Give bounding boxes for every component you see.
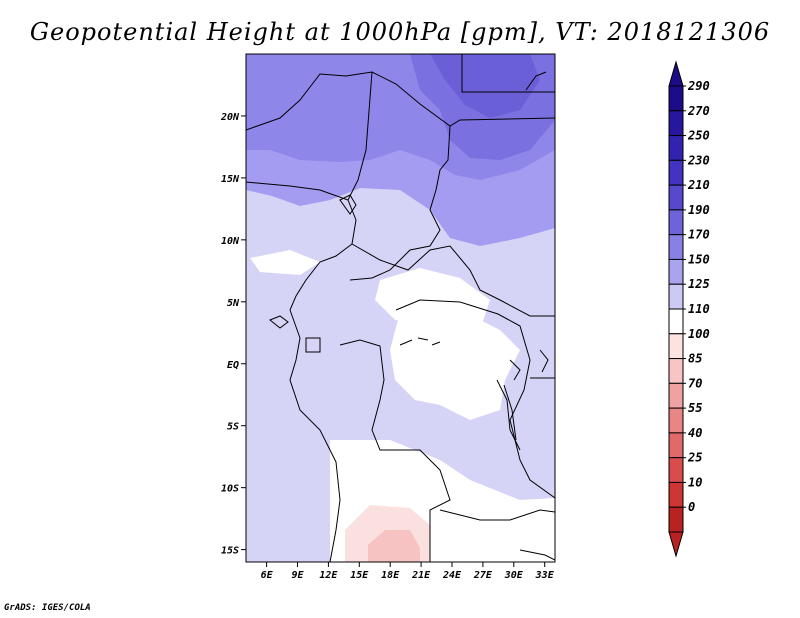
field-band-230 [430, 54, 540, 118]
grads-credit: GrADS: IGES/COLA [4, 603, 91, 613]
lat-tick-label: 15S [221, 546, 239, 557]
country-borders [246, 54, 555, 562]
colorbar-top-arrow [668, 60, 684, 87]
colorbar-label: 125 [688, 277, 710, 291]
lat-tick-label: 5N [227, 298, 240, 309]
lat-tick-label: 20N [220, 112, 240, 123]
colorbar-swatch [668, 333, 684, 360]
colorbar-label: 250 [687, 129, 710, 143]
colorbar-swatch [668, 110, 684, 137]
colorbar-swatch [668, 358, 684, 384]
colorbar-label: 40 [688, 426, 702, 440]
lat-tick-label: 5S [227, 422, 239, 433]
colorbar-label: 55 [688, 401, 702, 415]
colorbar-label: 190 [688, 203, 710, 217]
colorbar-label: 100 [688, 327, 710, 341]
lat-tick-label: 15N [221, 174, 240, 185]
colorbar-swatch [668, 481, 684, 508]
colorbar-label: 110 [688, 302, 710, 316]
colorbar-swatch [668, 258, 684, 285]
colorbar-label: 270 [687, 104, 710, 118]
colorbar-swatch [668, 283, 684, 310]
height-field [246, 54, 555, 562]
colorbar-swatch [668, 234, 684, 260]
colorbar-label: 70 [688, 376, 702, 390]
map-frame [245, 53, 556, 563]
lon-tick-label: 18E [381, 570, 400, 581]
lon-tick-label: 15E [350, 570, 369, 581]
lon-tick-label: 30E [504, 570, 524, 581]
lat-tick-label: 10S [221, 484, 239, 495]
lat-tick-label: EQ [227, 360, 239, 371]
lon-tick-label: 12E [319, 570, 338, 581]
lon-tick-label: 24E [442, 570, 462, 581]
longitude-ticks: 6E 9E 12E 15E 18E 21E 24E 27E 30E 33E [261, 562, 555, 581]
lon-tick-label: 6E [261, 570, 274, 581]
lat-tick-label: 10N [221, 236, 240, 247]
colorbar-swatch [668, 506, 684, 533]
colorbar-bottom-arrow [668, 531, 684, 558]
colorbar-swatch [668, 209, 684, 236]
colorbar-swatch [668, 457, 684, 483]
colorbar-swatch [668, 308, 684, 335]
lon-tick-label: 27E [473, 570, 493, 581]
map-panel: 20N 15N 10N 5N EQ 5S 10S 15S 6E 9E 12E 15E 18E 21E 24… [220, 53, 556, 581]
colorbar-label: 0 [688, 500, 695, 514]
field-white-west [250, 250, 320, 275]
colorbar: 2902702502302101901701501251101008570554… [668, 60, 710, 558]
field-white-congo [390, 310, 520, 420]
latitude-ticks: 20N 15N 10N 5N EQ 5S 10S 15S [220, 112, 246, 557]
map-title: Geopotential Height at 1000hPa [gpm], VT… [29, 18, 771, 46]
colorbar-swatch [668, 135, 684, 161]
lon-tick-label: 9E [291, 570, 304, 581]
colorbar-label: 210 [687, 178, 710, 192]
colorbar-label: 290 [687, 79, 710, 93]
colorbar-label: 10 [688, 475, 702, 489]
colorbar-swatch [668, 432, 684, 459]
colorbar-swatch [668, 407, 684, 434]
colorbar-swatch [668, 159, 684, 186]
field-pink-core [368, 530, 420, 562]
colorbar-label: 170 [688, 228, 710, 242]
colorbar-label: 230 [687, 153, 710, 167]
colorbar-swatch [668, 382, 684, 409]
colorbar-label: 85 [688, 352, 702, 366]
lon-tick-label: 21E [411, 570, 431, 581]
colorbar-swatch [668, 85, 684, 112]
colorbar-swatch [668, 184, 684, 211]
colorbar-label: 25 [687, 451, 702, 465]
lon-tick-label: 33E [535, 570, 555, 581]
colorbar-label: 150 [688, 252, 710, 266]
